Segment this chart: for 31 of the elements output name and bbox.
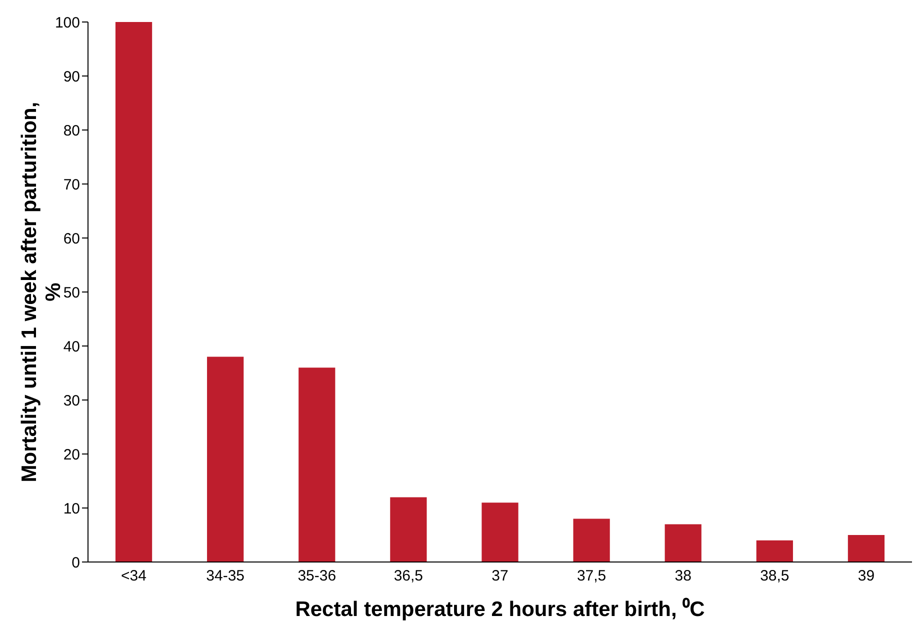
bar [573, 518, 610, 562]
y-tick-label: 40 [63, 338, 80, 356]
y-tick-label: 30 [63, 392, 80, 410]
x-tick-label: 38 [674, 568, 692, 585]
y-tick-label: 60 [63, 230, 80, 248]
x-tick-label: 34-35 [206, 568, 245, 585]
y-axis-title: Mortality until 1 week after parturition, % [18, 102, 65, 482]
x-axis-title: Rectal temperature 2 hours after birth, ⁰C [295, 597, 705, 621]
bar [115, 22, 152, 562]
x-tick-label: 37,5 [576, 568, 606, 585]
bar [848, 535, 885, 562]
y-tick-label: 80 [63, 122, 80, 140]
bar [756, 540, 793, 562]
x-tick-label: 39 [858, 568, 875, 585]
bar [390, 497, 427, 562]
bar [482, 502, 518, 562]
y-tick-label: 0 [72, 554, 80, 572]
x-tick-label: 36,5 [394, 568, 424, 585]
y-tick-label: 90 [63, 68, 80, 86]
x-tick-label: 37 [492, 568, 508, 585]
bar [207, 356, 244, 562]
y-tick-label: 10 [63, 500, 80, 518]
x-tick-label: <34 [121, 568, 147, 585]
x-tick-label: 38,5 [760, 568, 790, 585]
bar [298, 368, 336, 562]
y-tick-label: 100 [54, 14, 80, 32]
y-tick-label: 20 [63, 446, 80, 464]
y-tick-label: 70 [63, 176, 80, 194]
y-tick-label: 50 [63, 284, 80, 302]
x-tick-label: 35-36 [298, 568, 336, 585]
bar [664, 524, 702, 562]
